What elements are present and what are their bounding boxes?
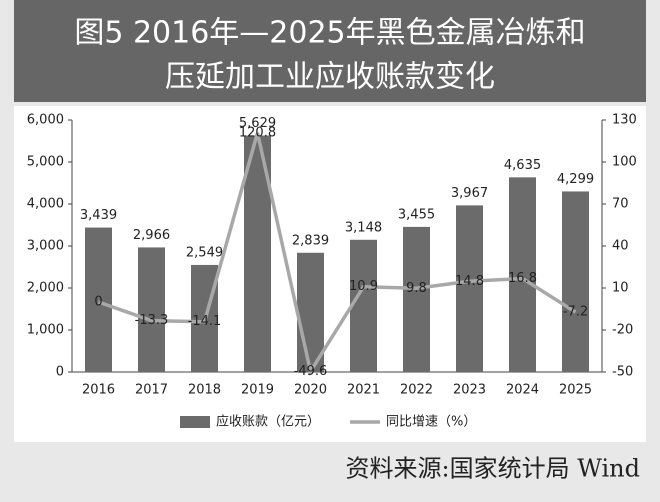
bar bbox=[456, 205, 483, 372]
data-label: 2,966 bbox=[133, 228, 170, 243]
source-note: 资料来源:国家统计局 Wind bbox=[346, 455, 640, 483]
x-tick-label: 2025 bbox=[559, 383, 592, 398]
x-tick-label: 2023 bbox=[453, 383, 486, 398]
x-tick-label: 2018 bbox=[188, 383, 221, 398]
line bbox=[97, 132, 577, 376]
bar bbox=[350, 239, 377, 372]
x-tick-label: 2022 bbox=[400, 383, 433, 398]
y-tick-label: 6,000 bbox=[27, 113, 64, 128]
data-label: 16.8 bbox=[508, 271, 537, 286]
y-tick-label: 1,000 bbox=[27, 323, 64, 338]
data-label: 9.8 bbox=[406, 281, 427, 296]
data-label: 14.8 bbox=[455, 274, 484, 289]
bar bbox=[509, 177, 536, 372]
x-tick-label: 2021 bbox=[347, 383, 380, 398]
y2-tick-label: 70 bbox=[612, 197, 629, 212]
legend-label: 同比增速（%） bbox=[386, 415, 476, 430]
bar bbox=[85, 227, 112, 372]
y-tick-label: 2,000 bbox=[27, 281, 64, 296]
data-label: 10.9 bbox=[349, 279, 378, 294]
x-tick-label: 2024 bbox=[506, 383, 539, 398]
data-label: -49.6 bbox=[294, 364, 328, 379]
legend-swatch bbox=[180, 416, 210, 428]
y-tick-label: 0 bbox=[56, 365, 64, 380]
data-label: 120.8 bbox=[239, 125, 276, 140]
y2-tick-label: -20 bbox=[612, 323, 633, 338]
y2-tick-label: 10 bbox=[612, 281, 629, 296]
x-tick-label: 2019 bbox=[241, 383, 274, 398]
data-label: 2,839 bbox=[292, 233, 329, 248]
data-label: 4,635 bbox=[504, 158, 541, 173]
data-label: 0 bbox=[94, 295, 102, 310]
x-tick-label: 2020 bbox=[294, 383, 327, 398]
y-tick-label: 3,000 bbox=[27, 239, 64, 254]
title-banner bbox=[14, 0, 646, 102]
y2-tick-label: -50 bbox=[612, 365, 633, 380]
data-label: 3,967 bbox=[451, 186, 488, 201]
y-tick-label: 5,000 bbox=[27, 155, 64, 170]
y2-tick-label: 100 bbox=[612, 155, 637, 170]
data-label: -7.2 bbox=[563, 305, 588, 320]
chart-title: 压延加工业应收账款变化 bbox=[165, 60, 495, 95]
bar bbox=[403, 226, 430, 372]
bar bbox=[562, 191, 589, 372]
chart-title: 图5 2016年—2025年黑色金属冶炼和 bbox=[74, 16, 585, 51]
data-label: 2,549 bbox=[186, 245, 223, 260]
data-label: -14.1 bbox=[188, 314, 222, 329]
x-tick-label: 2017 bbox=[135, 383, 168, 398]
data-label: -13.3 bbox=[135, 313, 169, 328]
x-tick-label: 2016 bbox=[82, 383, 115, 398]
y-tick-label: 4,000 bbox=[27, 197, 64, 212]
y2-tick-label: 40 bbox=[612, 239, 629, 254]
data-label: 3,455 bbox=[398, 207, 435, 222]
y2-tick-label: 130 bbox=[612, 113, 637, 128]
bar bbox=[297, 252, 324, 372]
data-label: 3,439 bbox=[80, 208, 117, 223]
bar bbox=[138, 247, 165, 372]
plot-panel bbox=[14, 106, 646, 442]
legend-label: 应收账款（亿元） bbox=[216, 414, 320, 430]
data-label: 4,299 bbox=[557, 172, 594, 187]
data-label: 3,148 bbox=[345, 220, 382, 235]
data-label: 5,629 bbox=[239, 116, 276, 131]
